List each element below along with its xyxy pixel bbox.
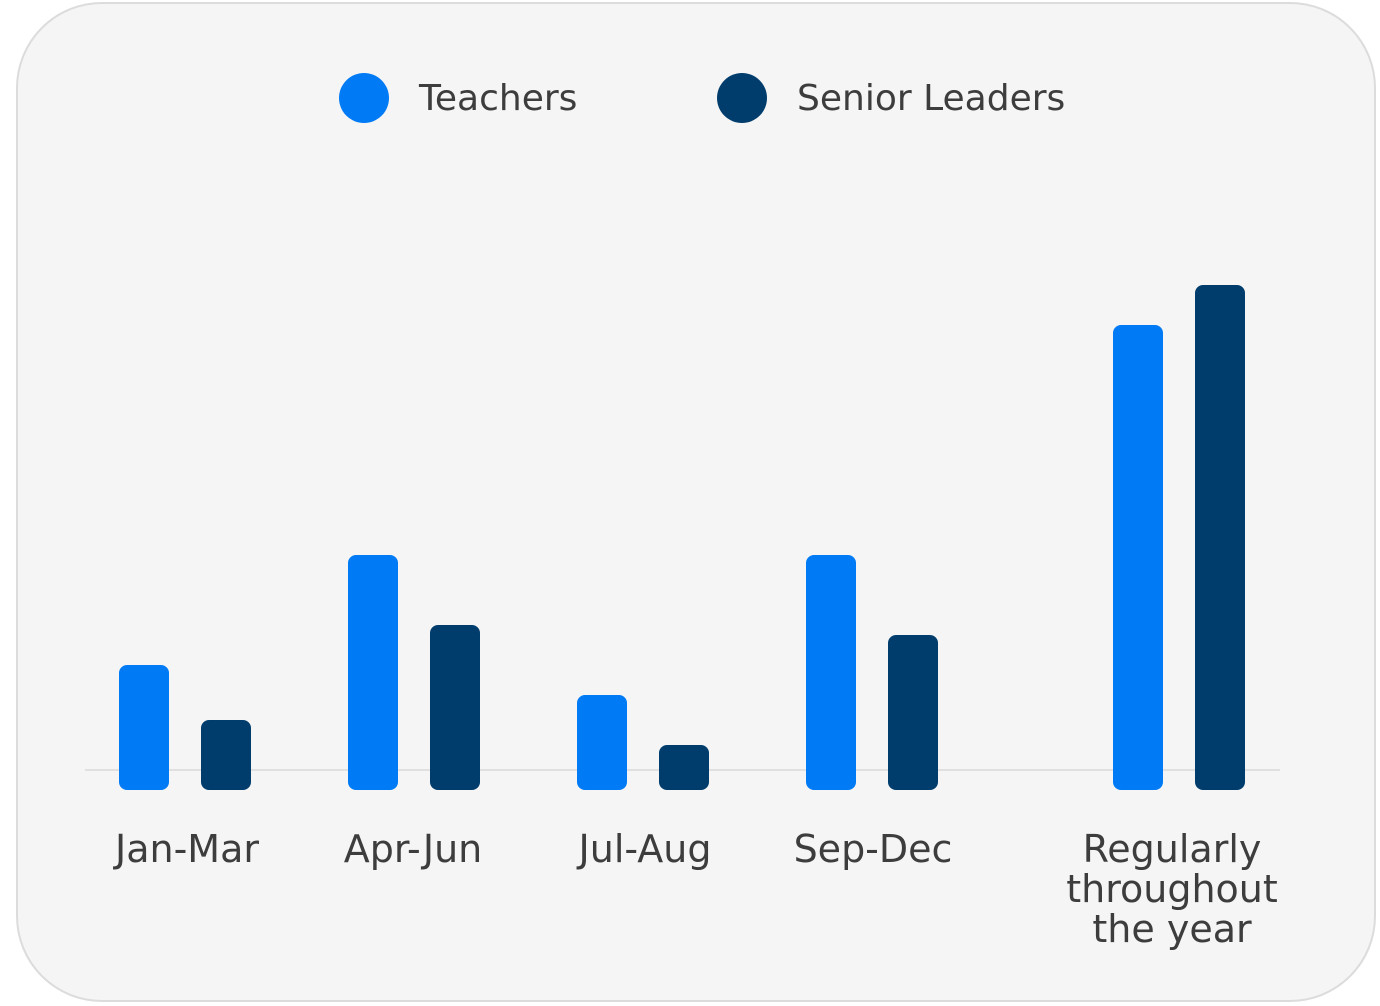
bar-senior-leaders-0 xyxy=(201,720,251,790)
category-label-2: Jul-Aug xyxy=(577,827,712,871)
legend-item-senior-leaders: Senior Leaders xyxy=(717,70,1065,126)
legend-label-senior-leaders: Senior Leaders xyxy=(797,77,1066,119)
bar-teachers-2 xyxy=(577,695,627,790)
bar-senior-leaders-2 xyxy=(659,745,709,790)
legend-swatch-teachers xyxy=(339,73,389,123)
legend-swatch-senior-leaders xyxy=(717,73,767,123)
bar-teachers-0 xyxy=(119,665,169,790)
bar-senior-leaders-3 xyxy=(888,635,938,790)
bar-teachers-1 xyxy=(348,555,398,790)
bar-senior-leaders-4 xyxy=(1195,285,1245,790)
bar-teachers-4 xyxy=(1113,325,1163,790)
legend-label-teachers: Teachers xyxy=(419,77,578,119)
bar-senior-leaders-1 xyxy=(430,625,480,790)
category-label-3: Sep-Dec xyxy=(794,827,953,871)
category-label-4: Regularly throughout the year xyxy=(1066,827,1278,951)
legend-item-teachers: Teachers xyxy=(339,70,577,126)
bar-teachers-3 xyxy=(806,555,856,790)
category-label-0: Jan-Mar xyxy=(113,827,259,871)
legend: Teachers Senior Leaders xyxy=(0,70,1380,126)
category-label-1: Apr-Jun xyxy=(344,827,483,871)
